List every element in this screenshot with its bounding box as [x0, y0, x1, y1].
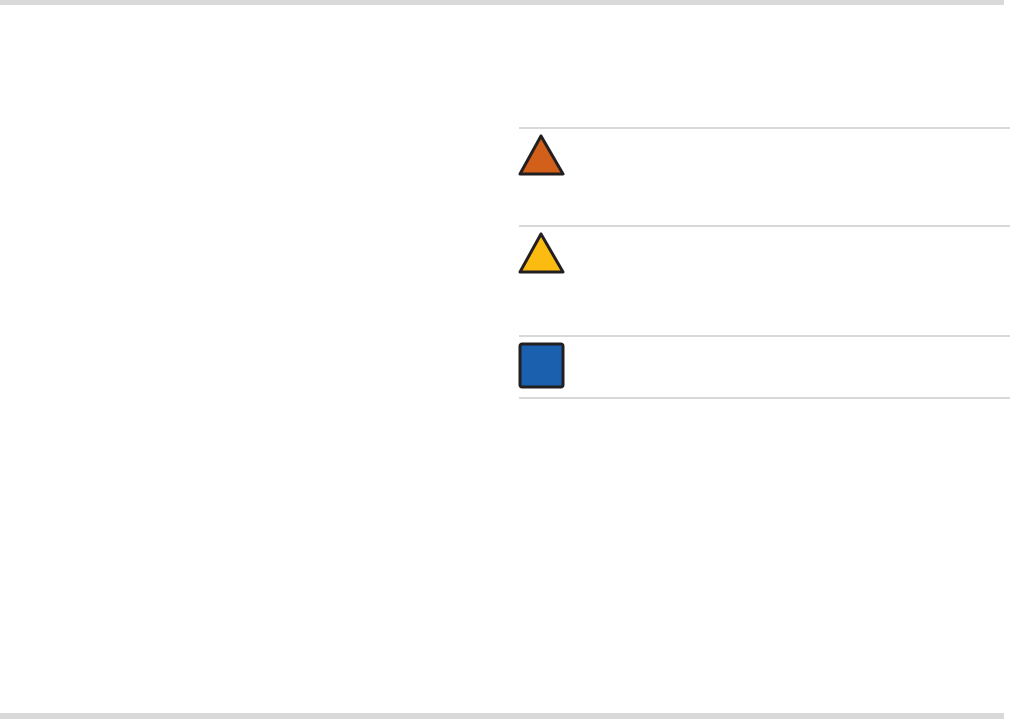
warning-triangle-icon [518, 134, 565, 176]
notice-square-icon [518, 342, 565, 389]
table-rule [519, 225, 1010, 227]
table-rule [519, 397, 1010, 399]
table-rule [519, 335, 1010, 337]
bottom-page-border [0, 713, 1004, 719]
table-rule [519, 127, 1010, 129]
caution-triangle-icon [518, 232, 565, 274]
top-page-border [0, 0, 1004, 5]
